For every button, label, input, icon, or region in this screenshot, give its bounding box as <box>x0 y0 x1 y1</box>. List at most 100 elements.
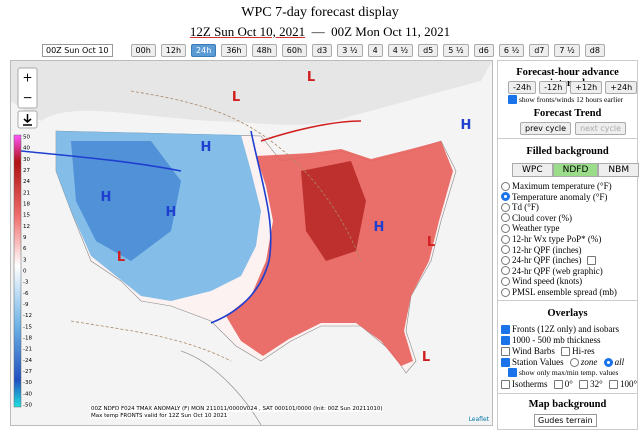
checkbox[interactable] <box>553 379 563 389</box>
attribution[interactable]: Leaflet <box>469 416 490 423</box>
checkbox[interactable] <box>586 255 596 265</box>
legend-label: 27 <box>23 168 30 174</box>
hour-button[interactable]: 4 ½ <box>387 44 414 57</box>
valid-end: 00Z Mon Oct 11, 2021 <box>331 24 451 39</box>
background-select[interactable]: Gudes terrain <box>534 414 597 427</box>
legend-label: 9 <box>23 235 27 241</box>
warm-front <box>260 120 362 142</box>
background-option: Temperature anomaly (°F) <box>501 192 607 202</box>
legend-label: -50 <box>23 403 32 409</box>
hour-button[interactable]: 48h <box>251 44 277 57</box>
caption-background <box>90 406 384 412</box>
radio[interactable] <box>501 213 510 223</box>
color-legend <box>13 134 22 408</box>
separator <box>498 300 637 301</box>
option-label: 24-hr QPF (inches) <box>512 255 582 266</box>
option-label: 100° <box>619 379 638 389</box>
radio[interactable] <box>501 223 510 233</box>
legend-label: 6 <box>23 246 27 252</box>
radio[interactable] <box>501 181 510 191</box>
option-label: Maximum temperature (°F) <box>512 181 612 191</box>
earlier-option: show fronts/winds 12 hours earlier <box>508 95 623 104</box>
hour-button[interactable]: d6 <box>473 44 494 57</box>
hour-button[interactable]: d8 <box>584 44 605 57</box>
hour-button[interactable]: 3 ½ <box>337 44 363 57</box>
checkbox[interactable] <box>579 379 589 389</box>
option-label: 1000 - 500 mb thickness <box>512 335 601 345</box>
hour-button[interactable]: 24h <box>191 44 217 57</box>
overlay-option: 1000 - 500 mb thickness <box>501 335 601 345</box>
legend-label: -12 <box>23 313 32 319</box>
download-icon <box>23 114 32 126</box>
background-tab[interactable]: NBM <box>598 163 640 177</box>
background-tab[interactable]: NDFD <box>552 163 599 177</box>
legend-label: 18 <box>23 202 30 208</box>
hour-button[interactable]: 5 ½ <box>443 44 469 57</box>
map-caption: Max temp FRONTS valid for 12Z Sun Oct 10… <box>91 413 227 419</box>
trend-button: next cycle <box>575 122 627 135</box>
checkbox[interactable] <box>608 379 618 389</box>
legend-label: -6 <box>23 291 29 297</box>
checkbox[interactable] <box>501 346 510 356</box>
radio[interactable] <box>501 276 510 286</box>
radio[interactable] <box>603 357 613 367</box>
checkbox[interactable] <box>501 357 510 367</box>
hour-button[interactable]: 6 ½ <box>498 44 525 57</box>
option-label: show fronts/winds 12 hours earlier <box>519 95 624 104</box>
hour-button[interactable]: d5 <box>418 44 439 57</box>
checkbox[interactable] <box>561 346 571 356</box>
advance-button[interactable]: +12h <box>570 81 603 94</box>
legend-label: -30 <box>23 380 32 386</box>
hour-button[interactable]: 7 ½ <box>554 44 580 57</box>
radio[interactable] <box>501 202 510 212</box>
checkbox[interactable] <box>508 95 517 104</box>
radio[interactable] <box>501 266 510 276</box>
background-option: 24-hr QPF (web graphic) <box>501 266 603 276</box>
background-tab[interactable]: WPC <box>512 163 553 177</box>
checkbox[interactable] <box>501 324 510 334</box>
checkbox[interactable] <box>501 379 510 389</box>
pressure-center: H <box>374 220 385 235</box>
hour-button[interactable]: 60h <box>281 44 308 57</box>
zoom-out[interactable]: − <box>22 91 32 105</box>
option-label: Wind Barbs <box>512 346 555 356</box>
option-label: Hi-res <box>572 346 595 356</box>
hour-button[interactable]: 12h <box>160 44 187 57</box>
section-heading: Forecast-hour advance interval <box>516 67 619 89</box>
checkbox[interactable] <box>501 335 510 345</box>
radio[interactable] <box>501 192 510 202</box>
zoom-control[interactable] <box>17 67 38 109</box>
legend-label: 3 <box>23 257 27 263</box>
option-label: show only max/min temp. values <box>519 368 619 377</box>
option-label: 0° <box>564 379 573 389</box>
advance-button[interactable]: +24h <box>605 81 638 94</box>
background-option: PMSL ensemble spread (mb) <box>501 287 617 297</box>
option-label: Cloud cover (%) <box>512 212 572 223</box>
radio[interactable] <box>501 255 510 265</box>
radio[interactable] <box>569 357 579 367</box>
hour-button[interactable]: d7 <box>529 44 550 57</box>
background-option: Cloud cover (%) <box>501 213 572 223</box>
hour-button[interactable]: 00h <box>130 44 156 57</box>
legend-label: -24 <box>23 358 32 364</box>
trend-button[interactable]: prev cycle <box>520 122 572 135</box>
option-label: PMSL ensemble spread (mb) <box>512 287 617 297</box>
overlay-option: Wind Barbs Hi-res <box>501 346 595 356</box>
hour-button[interactable]: d3 <box>312 44 333 57</box>
separator <box>498 138 637 139</box>
checkbox[interactable] <box>508 368 517 377</box>
radio[interactable] <box>501 245 510 255</box>
radio[interactable] <box>501 234 510 244</box>
section-heading: Overlays <box>547 308 588 319</box>
advance-button[interactable]: -12h <box>539 81 568 94</box>
option-label: Isotherms <box>512 379 548 389</box>
zoom-in[interactable]: + <box>22 71 32 85</box>
advance-button[interactable]: -24h <box>508 81 537 94</box>
hour-button[interactable]: 4 <box>367 44 383 57</box>
cycle-select[interactable]: 00Z Sun Oct 10 <box>42 44 113 57</box>
hour-button[interactable]: 36h <box>221 44 247 57</box>
radio[interactable] <box>501 287 510 297</box>
legend-label: 40 <box>23 146 30 152</box>
